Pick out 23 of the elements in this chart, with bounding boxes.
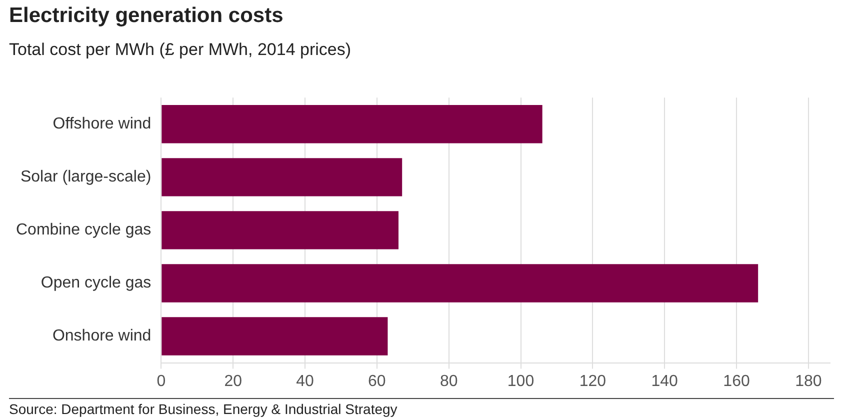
chart-title: Electricity generation costs <box>9 4 284 28</box>
bar <box>162 105 542 144</box>
y-tick-label: Onshore wind <box>52 328 152 345</box>
x-tick-label: 20 <box>224 372 242 390</box>
y-tick-label: Combine cycle gas <box>16 222 152 239</box>
bar <box>162 158 402 196</box>
bar <box>162 211 398 250</box>
bar <box>162 264 758 302</box>
y-tick-label: Solar (large-scale) <box>20 168 152 186</box>
x-tick-label: 160 <box>723 372 750 390</box>
x-tick-label: 40 <box>296 372 314 390</box>
x-tick-label: 0 <box>156 372 166 390</box>
x-tick-label: 120 <box>579 372 606 390</box>
x-tick-label: 140 <box>651 372 678 390</box>
x-tick-label: 180 <box>795 372 822 390</box>
chart-subtitle: Total cost per MWh (£ per MWh, 2014 prices) <box>9 40 352 60</box>
x-tick-label: 100 <box>507 372 534 390</box>
x-tick-label: 80 <box>440 372 458 390</box>
source-note: Source: Department for Business, Energy & Industrial Strategy <box>9 398 834 417</box>
bar <box>162 317 388 356</box>
y-tick-label: Offshore wind <box>52 116 152 133</box>
y-tick-label: Open cycle gas <box>40 274 152 292</box>
x-tick-label: 60 <box>368 372 386 390</box>
